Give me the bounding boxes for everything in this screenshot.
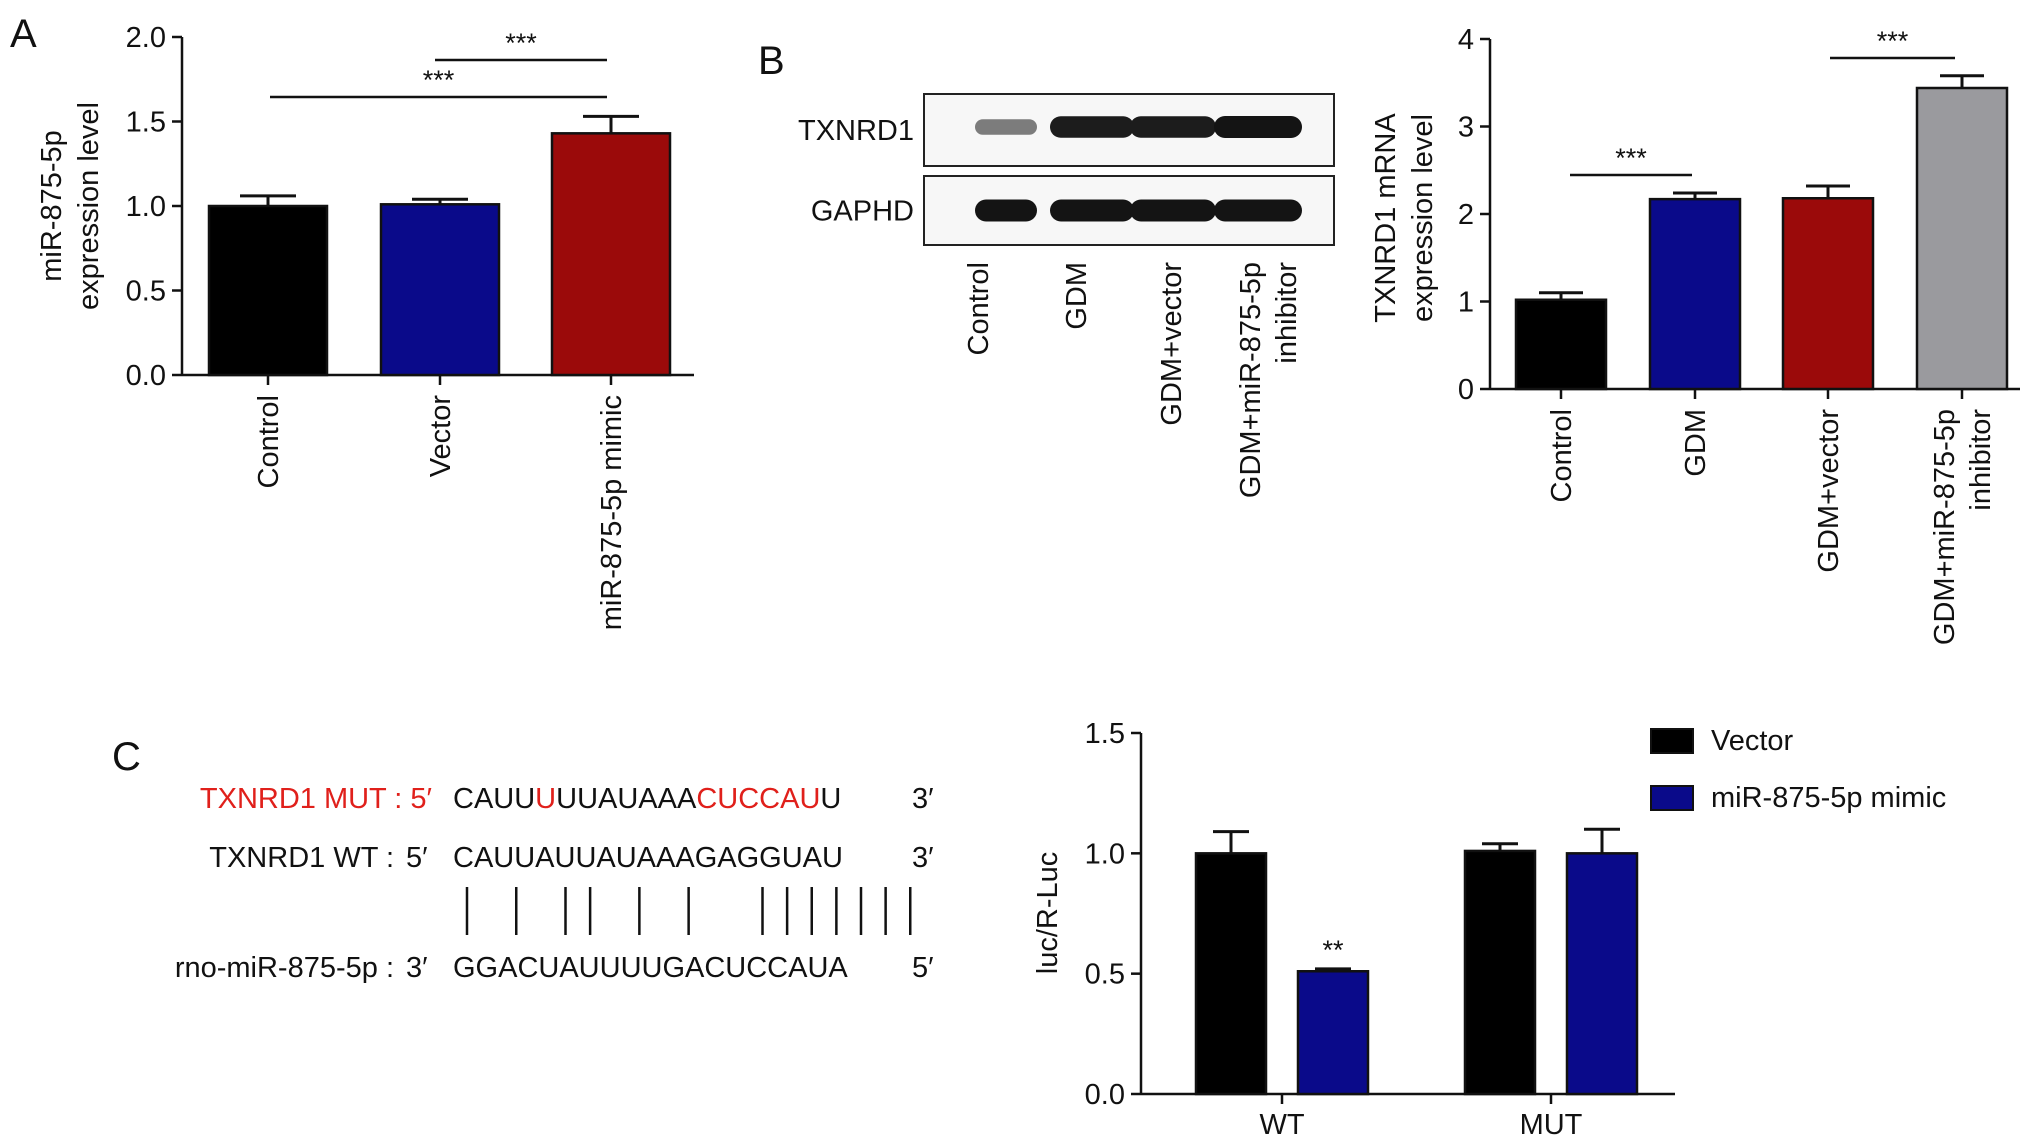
wt-label: TXNRD1 WT : — [209, 842, 394, 874]
legend-swatch — [1650, 785, 1694, 811]
blot-band — [975, 199, 1037, 222]
y-tick-label: 1.5 — [1085, 718, 1125, 750]
y-tick-label: 4 — [1458, 24, 1474, 56]
y-tick-label: 0.5 — [1085, 959, 1125, 991]
blot-band — [1214, 116, 1302, 138]
wt-end: 3′ — [912, 842, 934, 874]
x-category-label: GDM+miR-875-5p — [1929, 409, 1961, 645]
blot-row-label: GAPHD — [811, 196, 914, 228]
y-tick-label: 1.5 — [126, 107, 166, 139]
bar — [1296, 970, 1370, 1096]
significance-label: *** — [1615, 143, 1647, 173]
y-tick-label: 0.0 — [1085, 1079, 1125, 1111]
mir-sequence: GGACUAUUUUGACUCCAUA — [453, 952, 848, 984]
y-axis-label-line2: expression level — [73, 102, 105, 310]
bar — [550, 132, 672, 377]
panel-letter-a: A — [10, 12, 37, 56]
bar — [1648, 197, 1742, 391]
bar — [1565, 852, 1639, 1096]
bar — [1194, 852, 1268, 1096]
legend-label: miR-875-5p mimic — [1711, 782, 1946, 814]
panel-letter-c: C — [112, 735, 141, 779]
y-tick-label: 1.0 — [126, 191, 166, 223]
wt-prime: 5′ — [406, 842, 428, 874]
bar — [379, 203, 501, 377]
bar — [1514, 298, 1608, 391]
blot-band — [1050, 199, 1134, 222]
chart-b: 0 1 2 3 4 Control GDM GDM+vector GDM+miR-875-5p i… — [1370, 24, 2020, 645]
y-tick-label: 0.5 — [126, 276, 166, 308]
chart-c: 0.0 0.5 1.0 1.5 WT MUT ** luc/R-Luc Vector miR-87… — [1032, 718, 1946, 1141]
y-axis-label: luc/R-Luc — [1032, 852, 1064, 975]
blot-band — [1130, 116, 1216, 138]
blot-band — [1050, 116, 1134, 138]
mir-label: rno-miR-875-5p : — [175, 952, 394, 984]
x-category-label: Control — [253, 395, 285, 489]
sequence-bases: CAUU — [453, 783, 535, 815]
y-tick-label: 1 — [1458, 287, 1474, 319]
blot-lane-label: Control — [963, 262, 995, 356]
significance-label: *** — [1877, 26, 1909, 56]
significance-label: *** — [423, 65, 455, 95]
wt-sequence: CAUUAUUAUAAAGAGGUAU — [453, 842, 843, 874]
y-tick-label: 0.0 — [126, 360, 166, 392]
sequence-bases: UUAUAAA — [556, 783, 697, 815]
sequence-alignment: TXNRD1 MUT : 5′ CAUUUUUAUAAACUCCAUU 3′TXNR… — [175, 783, 934, 984]
y-tick-label: 0 — [1458, 374, 1474, 406]
y-axis-label-line1: miR-875-5p — [36, 130, 68, 282]
y-tick-label: 2.0 — [126, 22, 166, 54]
blot-lane-label: GDM+miR-875-5p — [1235, 262, 1267, 498]
bar — [1915, 86, 2009, 391]
significance-label: *** — [505, 28, 537, 58]
y-tick-label: 2 — [1458, 199, 1474, 231]
mir-end: 5′ — [912, 952, 934, 984]
y-axis-label-line1: TXNRD1 mRNA — [1370, 113, 1402, 323]
mir-prime: 3′ — [406, 952, 428, 984]
panel-letter-b: B — [758, 39, 785, 83]
x-category-label: GDM — [1680, 409, 1712, 477]
mut-label: TXNRD1 MUT : 5′ — [200, 783, 432, 815]
x-category-label: Control — [1546, 409, 1578, 503]
blot-lane-label: GDM — [1061, 262, 1093, 330]
legend-swatch — [1650, 728, 1694, 754]
chart-a: 0.0 0.5 1.0 1.5 2.0 Control Vector miR-875-5p m… — [36, 22, 694, 630]
x-category-label: WT — [1259, 1109, 1304, 1141]
y-tick-label: 1.0 — [1085, 838, 1125, 870]
western-blot: TXNRD1 GAPHD Control GDM GDM+vector GDM+miR-8… — [798, 93, 1335, 498]
x-category-label: inhibitor — [1965, 409, 1997, 511]
bar — [1781, 197, 1875, 391]
blot-lane-label: inhibitor — [1271, 262, 1303, 364]
sequence-bases: U — [820, 783, 841, 815]
legend-label: Vector — [1711, 725, 1794, 757]
blot-row-label: TXNRD1 — [798, 115, 914, 147]
bar — [207, 204, 329, 377]
blot-band — [1130, 199, 1216, 222]
x-category-label: GDM+vector — [1813, 409, 1845, 573]
x-category-label: Vector — [425, 395, 457, 478]
significance-label: ** — [1322, 935, 1344, 965]
bar — [1463, 849, 1537, 1096]
x-category-label: MUT — [1520, 1109, 1583, 1141]
y-axis-label-line2: expression level — [1407, 114, 1439, 322]
mutated-bases: U — [535, 783, 556, 815]
blot-band — [1214, 199, 1302, 222]
y-tick-label: 3 — [1458, 112, 1474, 144]
mutated-bases: CUCCAU — [696, 783, 820, 815]
mut-sequence: CAUUUUUAUAAACUCCAUU — [453, 783, 841, 815]
blot-band — [975, 119, 1037, 135]
mut-end: 3′ — [912, 783, 934, 815]
x-category-label: miR-875-5p mimic — [596, 395, 628, 630]
blot-lane-label: GDM+vector — [1156, 262, 1188, 426]
